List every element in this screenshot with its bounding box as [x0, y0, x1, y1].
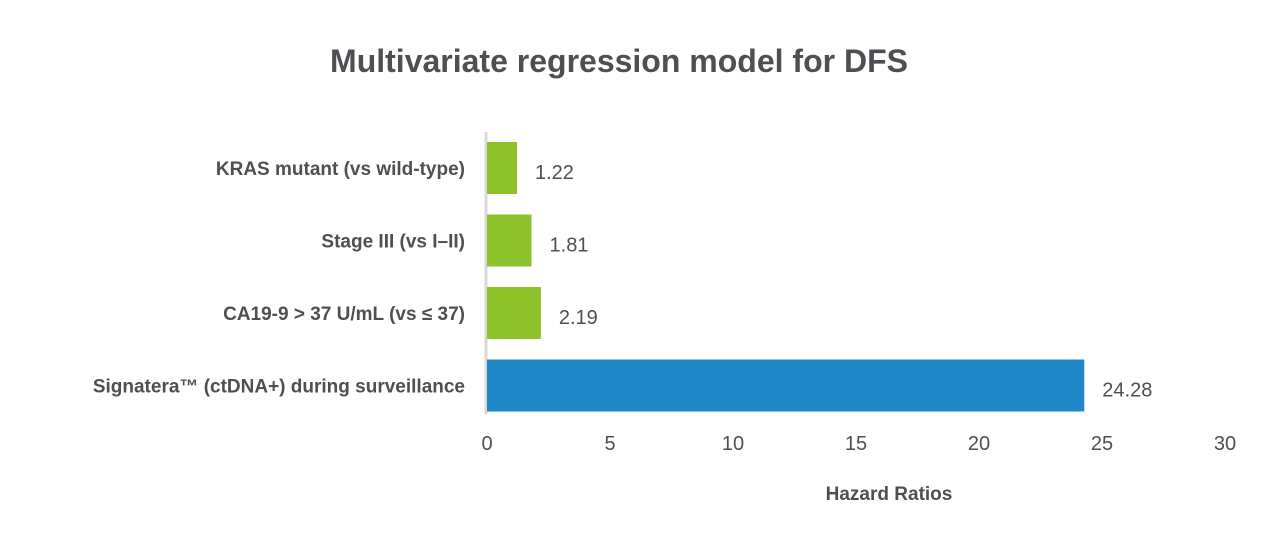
- x-tick-label-10: 10: [722, 433, 744, 455]
- chart-title: Multivariate regression model for DFS: [330, 43, 908, 79]
- category-label-1: KRAS mutant (vs wild-type): [216, 159, 465, 180]
- x-axis-title: Hazard Ratios: [826, 484, 953, 505]
- x-tick-label-15: 15: [845, 433, 867, 455]
- x-tick-label-30: 30: [1214, 433, 1236, 455]
- category-labels: KRAS mutant (vs wild-type) Stage III (vs …: [93, 159, 465, 398]
- bar-4: [487, 359, 1085, 412]
- value-label-2: 1.81: [550, 235, 589, 257]
- value-label-1: 1.22: [535, 162, 574, 184]
- bars-layer: [487, 142, 1085, 412]
- bar-2: [487, 214, 532, 267]
- category-label-2: Stage III (vs I–II): [321, 232, 465, 253]
- x-tick-label-25: 25: [1091, 433, 1113, 455]
- category-label-4: Signatera™ (ctDNA+) during surveillance: [93, 377, 465, 398]
- category-label-3: CA19-9 > 37 U/mL (vs ≤ 37): [223, 304, 465, 325]
- value-labels: 1.22 1.81 2.19 24.28: [535, 162, 1152, 402]
- x-tick-label-0: 0: [481, 433, 492, 455]
- x-tick-label-5: 5: [604, 433, 615, 455]
- bar-3: [487, 287, 541, 339]
- value-label-3: 2.19: [559, 307, 598, 329]
- bar-1: [487, 142, 518, 194]
- x-tick-label-20: 20: [968, 433, 990, 455]
- x-axis-ticks: 0 5 10 15 20 25 30: [481, 433, 1236, 455]
- value-label-4: 24.28: [1102, 380, 1152, 402]
